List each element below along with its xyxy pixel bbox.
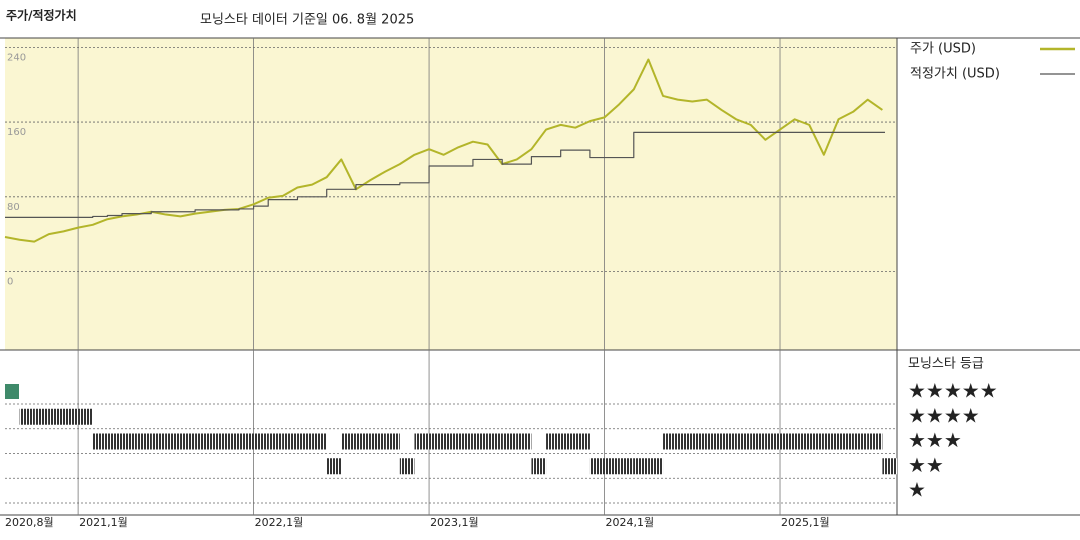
rating-bar: [809, 433, 824, 450]
rating-bar: [750, 433, 766, 450]
rating-bar: [604, 458, 620, 475]
chart-title: 주가/적정가치: [6, 8, 77, 23]
rating-bar: [560, 433, 576, 450]
rating-bar: [414, 433, 430, 450]
rating-bar: [385, 433, 400, 450]
rating-bar: [63, 408, 79, 425]
rating-bar: [34, 408, 49, 425]
rating-label: ★★★★★: [908, 379, 998, 403]
rating-bar: [107, 433, 122, 450]
rating-bar: [838, 433, 854, 450]
rating-bar: [312, 433, 327, 450]
rating-bar: [692, 433, 707, 450]
rating-bar: [589, 458, 605, 475]
rating-bar: [297, 433, 313, 450]
rating-bar: [326, 458, 342, 475]
rating-bar: [736, 433, 751, 450]
rating-bar: [268, 433, 283, 450]
rating-bar: [238, 433, 254, 450]
rating-bar: [5, 384, 19, 399]
rating-bar: [633, 458, 649, 475]
rating-bar: [282, 433, 298, 450]
legend-label: 주가 (USD): [910, 42, 976, 57]
x-tick-label: 2025,1월: [781, 516, 830, 529]
rating-bar: [19, 408, 35, 425]
rating-bar: [399, 458, 415, 475]
rating-bar: [663, 433, 678, 450]
rating-label: ★: [908, 478, 926, 502]
rating-bar: [209, 433, 225, 450]
rating-bar: [706, 433, 722, 450]
rating-bar: [92, 433, 108, 450]
rating-bar: [429, 433, 444, 450]
y-tick-label: 0: [7, 277, 13, 288]
rating-bar: [648, 458, 664, 475]
rating-bar: [195, 433, 210, 450]
rating-bar: [136, 433, 152, 450]
rating-label: ★★★: [908, 428, 962, 452]
rating-bar: [472, 433, 488, 450]
rating-bar: [121, 433, 137, 450]
rating-bar: [765, 433, 781, 450]
rating-bar: [882, 458, 897, 475]
rating-bar: [867, 433, 883, 450]
x-tick-label: 2024,1월: [606, 516, 655, 529]
x-tick-label: 2021,1월: [79, 516, 128, 529]
rating-bar: [165, 433, 181, 450]
plot-background: [5, 38, 897, 350]
rating-bar: [502, 433, 517, 450]
rating-label: ★★★★: [908, 403, 980, 427]
series-line: [5, 131, 885, 218]
y-tick-label: 160: [7, 127, 26, 138]
rating-bar: [180, 433, 196, 450]
rating-bar: [546, 433, 561, 450]
rating-bar: [487, 433, 503, 450]
rating-bar: [341, 433, 356, 450]
subtitle: 모닝스타 데이터 기준일 06. 8월 2025: [200, 13, 414, 28]
rating-bar: [853, 433, 868, 450]
legend-label: 적정가치 (USD): [910, 67, 1000, 82]
x-tick-label: 2023,1월: [430, 516, 479, 529]
rating-bar: [575, 433, 590, 450]
rating-bar: [48, 408, 64, 425]
rating-label: ★★: [908, 453, 944, 477]
rating-bar: [619, 458, 634, 475]
rating-bar: [458, 433, 473, 450]
y-tick-label: 240: [7, 52, 26, 63]
x-tick-label: 2022,1월: [255, 516, 304, 529]
rating-bar: [253, 433, 269, 450]
rating-bar: [531, 458, 547, 475]
rating-bar: [721, 433, 737, 450]
rating-bar: [823, 433, 839, 450]
rating-bar: [780, 433, 795, 450]
rating-bar: [151, 433, 166, 450]
rating-bar: [224, 433, 239, 450]
rating-bar: [516, 433, 532, 450]
rating-bar: [78, 408, 93, 425]
rating-bar: [794, 433, 810, 450]
y-tick-label: 80: [7, 202, 20, 213]
x-tick-label: 2020,8월: [5, 516, 54, 529]
rating-title: 모닝스타 등급: [908, 357, 984, 372]
rating-bar: [677, 433, 693, 450]
rating-bar: [443, 433, 459, 450]
rating-bar: [370, 433, 386, 450]
rating-bar: [355, 433, 371, 450]
